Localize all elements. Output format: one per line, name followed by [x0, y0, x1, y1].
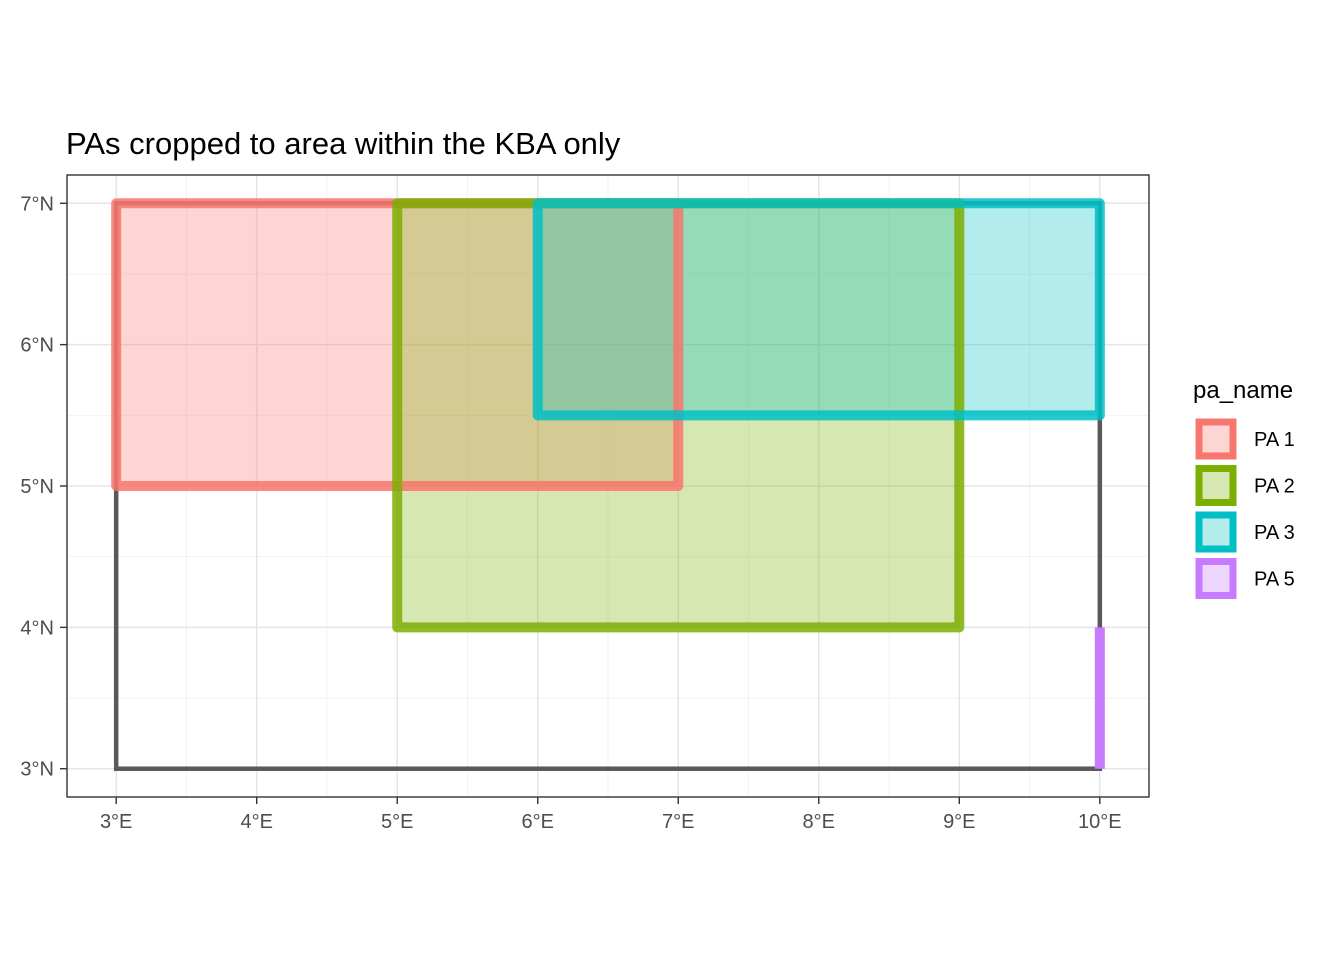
- x-axis: 3°E 4°E 5°E 6°E 7°E 8°E 9°E 10°E: [100, 797, 1122, 833]
- legend-key: [1195, 558, 1237, 599]
- pa-polygons: [111, 198, 1105, 769]
- y-tick-label: 7°N: [20, 193, 54, 215]
- legend-label: PA 5: [1254, 569, 1295, 591]
- legend-key: [1195, 465, 1237, 506]
- chart-title: PAs cropped to area within the KBA only: [66, 126, 621, 161]
- x-tick-label: 8°E: [803, 811, 835, 833]
- y-tick-label: 5°N: [20, 476, 54, 498]
- legend-label: PA 3: [1254, 522, 1295, 544]
- legend: pa_name PA 1 PA 2 PA 3 PA 5: [1193, 377, 1295, 599]
- legend-item: PA 3: [1195, 511, 1295, 553]
- x-tick-label: 3°E: [100, 811, 132, 833]
- x-tick-label: 4°E: [240, 811, 272, 833]
- pa-outline: [532, 198, 1105, 421]
- legend-label: PA 2: [1254, 476, 1295, 498]
- x-tick-label: 10°E: [1078, 811, 1122, 833]
- x-tick-label: 9°E: [943, 811, 975, 833]
- legend-label: PA 1: [1254, 429, 1295, 451]
- legend-item: PA 5: [1195, 558, 1295, 599]
- x-tick-label: 5°E: [381, 811, 413, 833]
- legend-item: PA 1: [1195, 418, 1295, 460]
- y-tick-label: 4°N: [20, 617, 54, 639]
- y-tick-label: 3°N: [20, 759, 54, 781]
- y-tick-label: 6°N: [20, 335, 54, 357]
- y-axis: 3°N 4°N 5°N 6°N 7°N: [20, 193, 67, 781]
- legend-key: [1195, 418, 1237, 460]
- legend-key: [1195, 511, 1237, 553]
- legend-item: PA 2: [1195, 465, 1295, 506]
- x-tick-label: 7°E: [662, 811, 694, 833]
- x-tick-label: 6°E: [522, 811, 554, 833]
- pa-fill: [537, 203, 1100, 416]
- legend-title: pa_name: [1193, 377, 1293, 404]
